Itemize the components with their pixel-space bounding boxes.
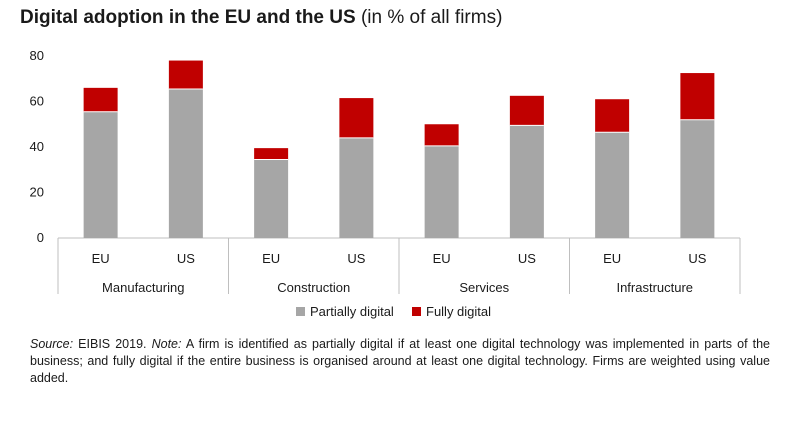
legend-swatch (296, 307, 305, 316)
group-label: Manufacturing (102, 280, 184, 295)
bar-fully-digital (339, 98, 374, 138)
bar-fully-digital (83, 87, 118, 112)
y-tick-label: 60 (30, 94, 44, 109)
group-label: Infrastructure (616, 280, 693, 295)
legend-swatch (412, 307, 421, 316)
x-tick-label: US (177, 251, 195, 266)
legend-label: Fully digital (426, 304, 491, 319)
source-label: Source: (30, 337, 74, 351)
bar-partially-digital (424, 145, 459, 238)
y-tick-label: 80 (30, 48, 44, 63)
group-label: Construction (277, 280, 350, 295)
x-tick-label: EU (92, 251, 110, 266)
chart-title-unit: (in % of all firms) (355, 7, 503, 28)
bar-fully-digital (595, 99, 630, 133)
group-label: Services (459, 280, 509, 295)
source-text: EIBIS 2019. (73, 337, 152, 351)
x-tick-label: EU (433, 251, 451, 266)
chart-title-main: Digital adoption in the EU and the US (20, 7, 356, 28)
x-tick-label: US (688, 251, 706, 266)
chart-title: Digital adoption in the EU and the US (i… (20, 7, 502, 29)
y-tick-label: 40 (30, 139, 44, 154)
bar-fully-digital (424, 124, 459, 146)
y-tick-label: 0 (37, 230, 44, 245)
x-tick-label: US (347, 251, 365, 266)
legend-label: Partially digital (310, 304, 394, 319)
stacked-bar-chart: 0 20 40 60 80 EU US EU US EU US EU US Manufacturing Co… (30, 48, 741, 319)
bar-fully-digital (509, 95, 544, 126)
x-tick-label: EU (603, 251, 621, 266)
source-note: Source: EIBIS 2019. Note: A firm is iden… (30, 336, 770, 387)
bar-partially-digital (254, 159, 289, 238)
bar-fully-digital (680, 73, 715, 120)
x-tick-label: US (518, 251, 536, 266)
bar-fully-digital (254, 148, 289, 160)
note-label: Note: (151, 337, 182, 351)
bar-partially-digital (168, 88, 203, 238)
bar-partially-digital (339, 137, 374, 238)
y-tick-label: 20 (30, 185, 44, 200)
bar-partially-digital (83, 111, 118, 238)
bar-partially-digital (509, 125, 544, 238)
note-text: A firm is identified as partially digita… (30, 337, 770, 385)
bar-partially-digital (595, 132, 630, 238)
x-tick-label: EU (262, 251, 280, 266)
bar-fully-digital (168, 60, 203, 89)
bar-partially-digital (680, 119, 715, 238)
